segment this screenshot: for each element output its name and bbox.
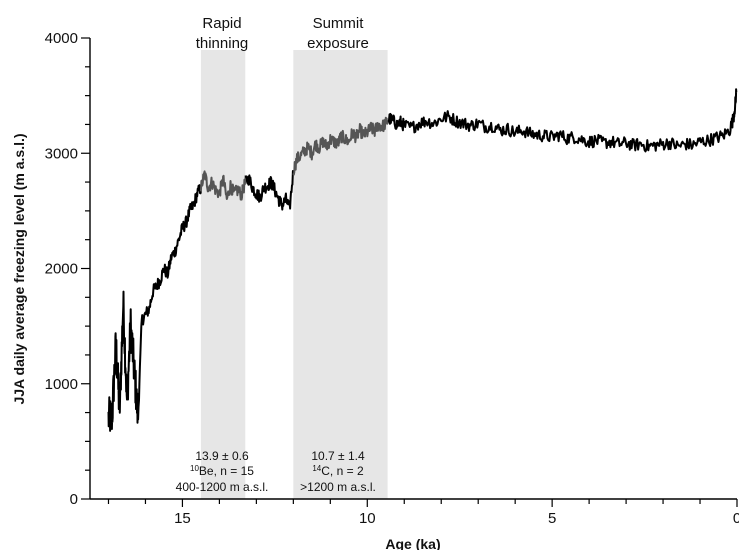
- rapid-thinning-isotope: 10Be, n = 15: [190, 464, 254, 478]
- series-line-highlight-1: [199, 170, 247, 201]
- series-layer: [107, 88, 738, 432]
- series-line-0: [107, 184, 202, 432]
- rapid-thinning-isotope-sup: 10: [190, 464, 199, 473]
- rapid-thinning-label-line2: thinning: [196, 35, 249, 52]
- summit-exposure-label-line2: exposure: [307, 35, 369, 52]
- y-tick-label: 1000: [45, 376, 78, 393]
- y-tick-label: 3000: [45, 145, 78, 162]
- x-tick-label: 0: [733, 510, 739, 527]
- band-rapid-thinning: [200, 50, 246, 499]
- y-tick-label: 0: [70, 491, 78, 508]
- series-line-4: [387, 88, 738, 153]
- series-line-highlight-3: [292, 116, 390, 176]
- x-tick-label: 10: [359, 510, 376, 527]
- period-bands: [200, 50, 388, 499]
- series-line-2: [244, 170, 295, 211]
- y-axis-title: JJA daily average freezing level (m a.s.…: [11, 133, 27, 404]
- period-summit-exposure: Summit exposure 10.7 ± 1.4 14C, n = 2 >1…: [300, 15, 376, 494]
- x-tick-label: 15: [174, 510, 191, 527]
- rapid-thinning-age: 13.9 ± 0.6: [195, 449, 249, 463]
- summit-exposure-isotope-sup: 14: [312, 464, 321, 473]
- y-tick-label: 4000: [45, 30, 78, 47]
- y-tick-label: 2000: [45, 261, 78, 278]
- summit-exposure-age: 10.7 ± 1.4: [311, 449, 365, 463]
- rapid-thinning-label-line1: Rapid: [202, 15, 241, 32]
- summit-exposure-label-line1: Summit: [313, 15, 365, 32]
- rapid-thinning-range: 400-1200 m a.s.l.: [176, 480, 269, 494]
- rapid-thinning-isotope-text: Be, n = 15: [199, 464, 254, 478]
- summit-exposure-range: >1200 m a.s.l.: [300, 480, 376, 494]
- band-summit-exposure: [293, 50, 388, 499]
- x-axis-title: Age (ka): [385, 536, 440, 550]
- summit-exposure-isotope: 14C, n = 2: [312, 464, 364, 478]
- y-ticks: 0 1000 2000 3000 4000: [45, 30, 90, 508]
- summit-exposure-isotope-text: C, n = 2: [321, 464, 364, 478]
- period-rapid-thinning: Rapid thinning 13.9 ± 0.6 10Be, n = 15 4…: [176, 15, 269, 494]
- x-ticks: 15 10 5 0: [107, 499, 739, 527]
- axes: [89, 38, 737, 500]
- x-tick-label: 5: [548, 510, 556, 527]
